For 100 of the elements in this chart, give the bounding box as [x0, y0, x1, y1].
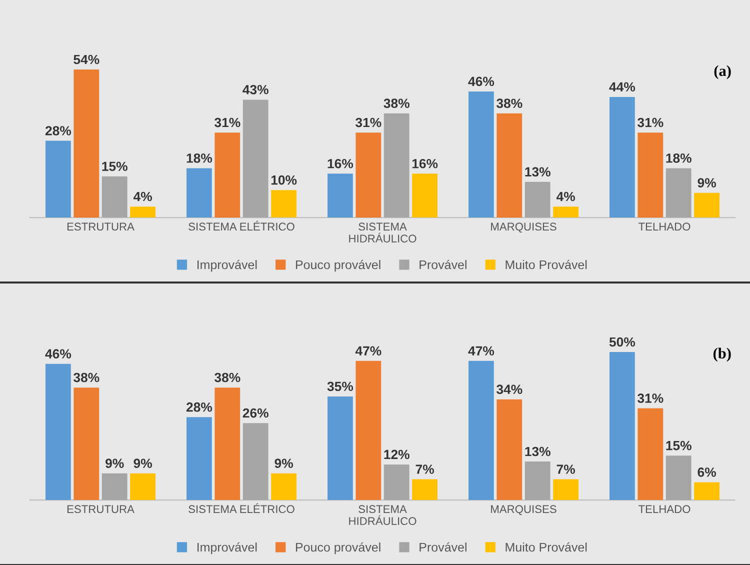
x-tick-label: ESTRUTURA — [67, 505, 134, 514]
data-label: 12% — [384, 450, 410, 460]
data-label: 15% — [666, 440, 692, 450]
bar — [412, 174, 438, 218]
legend-label: Muito Provável — [506, 542, 587, 552]
bar — [496, 113, 522, 218]
data-label: 26% — [242, 408, 268, 418]
bar — [242, 100, 268, 218]
data-label: 28% — [45, 126, 72, 136]
data-label: 38% — [384, 98, 410, 108]
data-label: 35% — [327, 382, 354, 392]
data-label: 47% — [468, 346, 494, 356]
data-label: 43% — [242, 84, 268, 94]
bar — [242, 423, 268, 500]
bar — [186, 417, 212, 500]
bar — [694, 482, 720, 500]
legend-label: Improvável — [197, 542, 257, 554]
bar — [102, 473, 128, 500]
data-label: 4% — [556, 192, 575, 202]
bar — [384, 464, 410, 500]
data-label: 18% — [666, 153, 692, 163]
bar — [186, 168, 212, 218]
data-label: 31% — [638, 118, 664, 128]
bar — [271, 190, 296, 218]
data-label: 54% — [74, 54, 100, 64]
data-label: 31% — [356, 118, 382, 128]
data-label: 18% — [186, 153, 212, 163]
bar — [214, 132, 240, 218]
bar — [666, 168, 692, 218]
data-label: 47% — [355, 346, 382, 356]
bar — [130, 473, 156, 500]
data-label: 7% — [416, 464, 434, 474]
bar — [102, 176, 128, 218]
data-label: 38% — [496, 98, 522, 108]
data-label: 38% — [74, 372, 100, 382]
bar — [468, 360, 494, 500]
bar — [328, 174, 353, 218]
x-tick-label: ESTRUTURA — [67, 222, 134, 231]
bar — [46, 140, 71, 218]
data-label: 6% — [698, 468, 716, 477]
bar — [524, 462, 550, 500]
legend-label: Pouco provável — [296, 542, 380, 554]
bar — [610, 96, 635, 218]
data-label: 13% — [525, 167, 550, 177]
data-label: 9% — [106, 458, 124, 468]
bar — [468, 91, 494, 218]
x-tick-label: SISTEMA ELÉTRICO — [188, 220, 294, 231]
data-label: 15% — [102, 162, 128, 172]
data-label: 9% — [134, 458, 152, 468]
bar — [384, 113, 410, 218]
legend-label: Muito Provável — [506, 260, 587, 270]
data-label: 9% — [274, 458, 293, 468]
bar — [610, 352, 635, 500]
data-label: 28% — [186, 402, 212, 412]
x-tick-label: SISTEMA HIDRÁULICO — [349, 222, 416, 243]
bar — [638, 408, 664, 500]
bar — [130, 206, 156, 218]
bar — [496, 399, 522, 500]
data-label: 31% — [638, 394, 664, 403]
legend-label: Provável — [420, 260, 466, 270]
bar — [214, 388, 240, 500]
bar — [694, 192, 720, 218]
legend-label: Pouco provável — [296, 260, 380, 272]
data-label: 4% — [133, 192, 152, 202]
bar — [74, 388, 100, 500]
data-label: 16% — [328, 158, 354, 168]
data-label: 46% — [468, 76, 494, 86]
bar — [553, 479, 578, 500]
data-label: 38% — [214, 372, 240, 382]
bar — [271, 473, 296, 500]
bar — [666, 456, 692, 500]
bar — [328, 396, 353, 500]
data-label: 16% — [412, 158, 438, 168]
bar — [553, 206, 578, 218]
x-tick-label: MARQUISES — [491, 505, 556, 516]
data-label: 13% — [525, 446, 550, 456]
data-label: 9% — [698, 178, 716, 188]
data-label: 34% — [496, 384, 522, 394]
annotation: (b) — [713, 348, 731, 362]
x-tick-label: MARQUISES — [491, 222, 556, 233]
x-tick-label: SISTEMA ELÉTRICO — [188, 503, 294, 514]
bar — [412, 479, 438, 500]
bar — [638, 132, 664, 218]
data-label: 46% — [45, 349, 72, 358]
x-tick-label: TELHADO — [638, 505, 690, 514]
data-label: 31% — [214, 118, 240, 128]
data-label: 50% — [609, 337, 636, 347]
bar — [46, 364, 71, 500]
data-label: 7% — [556, 464, 575, 474]
legend-label: Provável — [420, 542, 466, 552]
bar — [356, 360, 382, 500]
data-label: 10% — [271, 175, 297, 185]
data-label: 44% — [609, 82, 636, 92]
annotation: (a) — [714, 65, 731, 80]
x-tick-label: TELHADO — [638, 222, 690, 231]
bar — [356, 132, 382, 218]
bar — [524, 182, 550, 218]
legend-label: Improvável — [197, 260, 257, 272]
x-tick-label: SISTEMA HIDRÁULICO — [349, 505, 416, 526]
bar — [74, 70, 100, 218]
